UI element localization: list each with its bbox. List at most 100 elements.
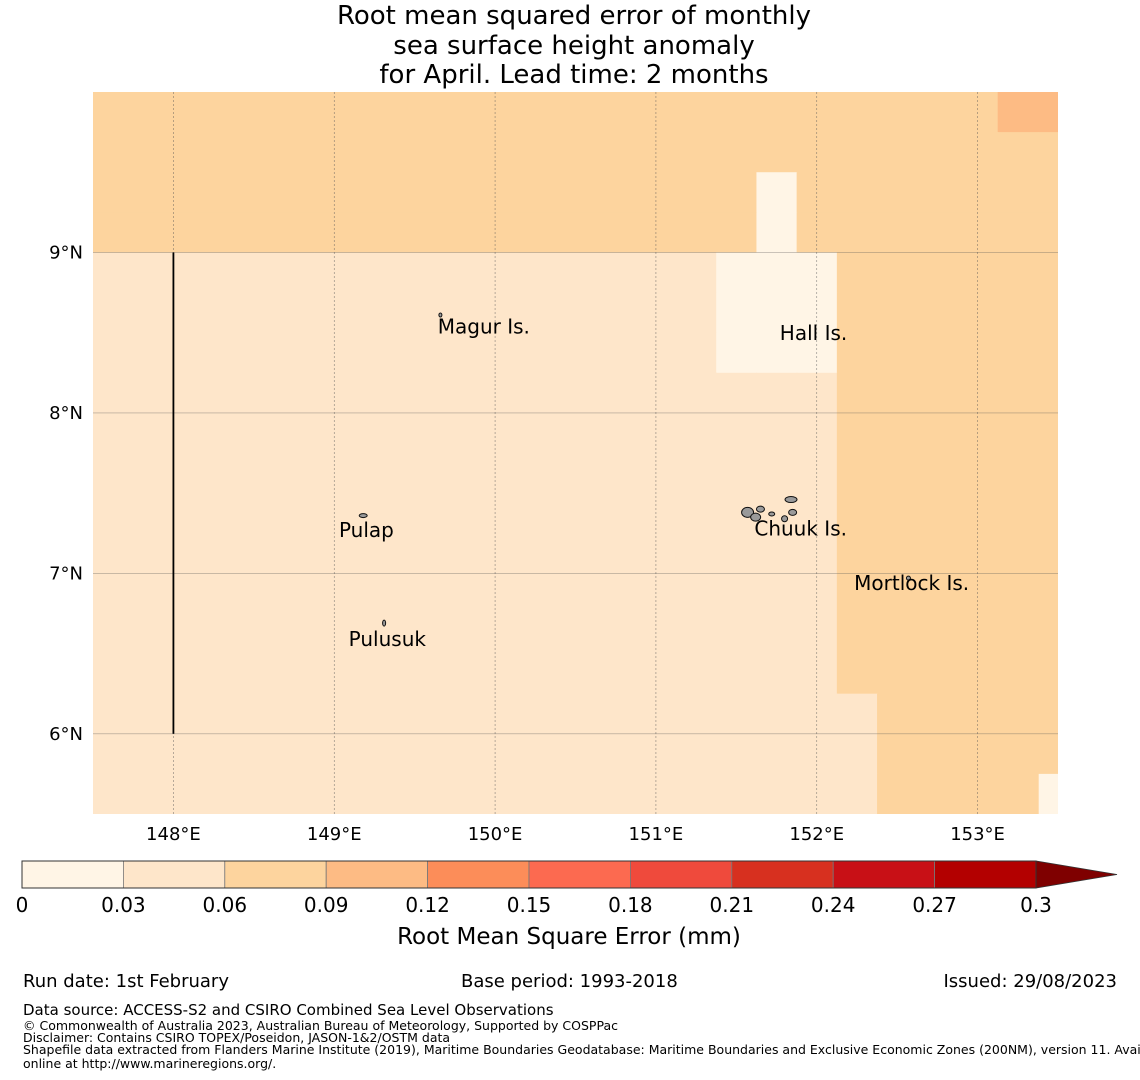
island-shape [750,512,762,522]
lat-tick-label: 7°N [49,563,83,584]
grid-cell [836,693,878,735]
grid-cell [233,733,275,775]
grid-cell [233,693,275,735]
grid-cell [394,92,436,133]
grid-cell [1037,172,1058,213]
run-date: Run date: 1st February [23,971,229,992]
grid-cell [193,653,235,695]
island-shape [768,511,776,517]
grid-cell [193,773,235,814]
grid-cell [716,372,758,414]
grid-cell [1118,654,1140,695]
grid-cell [1037,573,1058,615]
grid-cell [716,613,758,655]
chart-title: Root mean squared error of monthly sea s… [170,1,978,91]
colorbar-frame [21,860,1037,889]
grid-cell [836,412,878,454]
grid-cell [113,92,154,133]
grid-cell [676,292,717,334]
grid-cell [394,332,436,374]
grid-cell [716,252,758,294]
grid-cell [515,573,556,615]
colorbar-tick-label: 0.21 [710,893,755,917]
grid-cell [273,252,315,294]
grid-cell [877,573,918,615]
rmse-grid [93,92,1140,814]
grid-cell [233,653,275,695]
grid-cell [997,493,1039,534]
grid-cell [193,252,235,294]
grid-cell [917,493,959,534]
title-line-3: for April. Lead time: 2 months [379,60,769,90]
colorbar-extend-arrow [1035,860,1118,889]
grid-cell [394,212,436,254]
grid-cell [153,92,195,93]
grid-cell [555,212,597,254]
grid-cell [756,132,798,173]
grid-cell [1037,252,1058,294]
grid-cell [716,693,758,735]
grid-cell [877,453,918,494]
grid-cell [394,613,436,655]
grid-cell [555,412,597,454]
colorbar: 0 0.03 0.06 0.09 0.12 0.15 0.18 0.21 0.24 0.27 0.3… [16,860,1118,950]
island-shape [755,505,765,513]
grid-cell [555,92,597,93]
grid-cell [113,573,154,615]
lon-tick-label: 153°E [950,824,1005,845]
grid-cell [1118,613,1140,654]
grid-cell [193,412,235,454]
grid-cell [997,252,1039,294]
grid-cell [555,693,597,735]
colorbar-tick-label: 0.3 [1020,893,1052,917]
grid-cell [716,292,758,334]
grid-cell [716,332,758,374]
colorbar-tick-label: 0.15 [507,893,552,917]
grid-cell [1078,573,1119,614]
grid-cell [113,412,154,454]
grid-cell [394,573,436,615]
grid-cell [595,92,637,133]
grid-cell [113,292,154,334]
data-source: Data source: ACCESS-S2 and CSIRO Combine… [23,1001,554,1019]
island-shape [784,496,798,504]
grid-cell [997,292,1039,334]
place-label: Pulap [339,518,394,542]
island-shape [741,506,755,518]
grid-cell [273,573,315,615]
grid-cell [515,92,556,93]
grid-cell [555,292,597,334]
grid-cell [917,292,959,334]
colorbar-tick-label: 0.06 [203,893,248,917]
grid-cell [193,92,235,93]
grid-cell [917,693,959,735]
grid-cell [756,613,798,655]
grid-cell [1118,252,1140,293]
grid-cell [93,92,114,133]
grid-cell [193,613,235,655]
grid-cell [515,172,556,213]
grid-cell [434,372,476,414]
grid-cell [756,332,798,374]
grid-cell [354,172,396,213]
grid-cell [877,533,918,574]
grid-cell [716,92,758,93]
grid-cell [756,693,798,735]
grid-cell [1118,333,1140,374]
grid-cell [877,172,918,213]
grid-cell [273,453,315,494]
grid-cell [273,132,315,173]
grid-cell [957,172,999,213]
grid-cell [394,693,436,735]
grid-cell [756,212,798,254]
grid-cell [917,132,959,173]
grid-cell [676,573,717,615]
grid-cell [1037,212,1058,254]
grid-cell [1118,453,1140,494]
grid-cell [676,212,717,254]
title-line-1: Root mean squared error of monthly [336,1,812,31]
grid-cell [555,493,597,534]
grid-cell [676,773,717,814]
grid-cell [917,252,959,294]
grid-cell [676,252,717,294]
